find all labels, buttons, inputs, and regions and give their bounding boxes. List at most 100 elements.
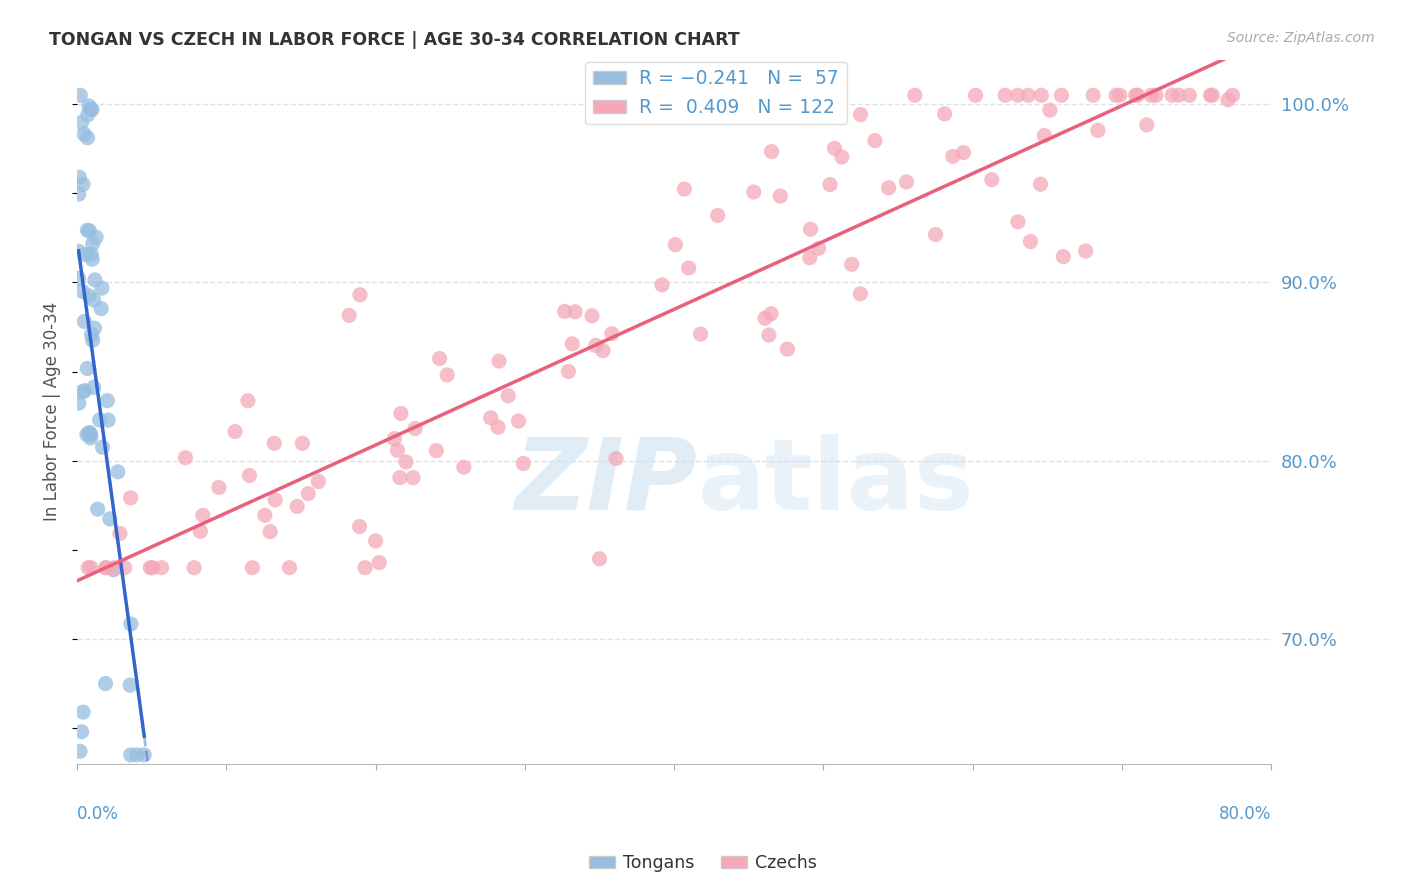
Point bbox=[429, 351, 451, 366]
Point bbox=[83, 293, 105, 307]
Point bbox=[678, 260, 700, 275]
Text: atlas: atlas bbox=[697, 434, 974, 531]
Point bbox=[742, 185, 765, 199]
Text: Source: ZipAtlas.com: Source: ZipAtlas.com bbox=[1227, 31, 1375, 45]
Point bbox=[285, 500, 308, 514]
Point bbox=[673, 182, 696, 196]
Point bbox=[76, 361, 98, 376]
Point bbox=[79, 103, 101, 117]
Point bbox=[188, 524, 211, 539]
Text: 0.0%: 0.0% bbox=[77, 805, 120, 823]
Point bbox=[80, 427, 103, 442]
Point bbox=[581, 309, 603, 323]
Point bbox=[1167, 88, 1189, 103]
Point bbox=[1033, 128, 1056, 143]
Point bbox=[183, 560, 205, 574]
Point bbox=[90, 281, 112, 295]
Point bbox=[605, 451, 627, 466]
Point bbox=[120, 491, 142, 505]
Point bbox=[83, 273, 105, 287]
Point bbox=[904, 88, 927, 103]
Point bbox=[91, 440, 114, 454]
Point bbox=[1074, 244, 1097, 258]
Point bbox=[120, 747, 142, 762]
Point bbox=[799, 251, 821, 265]
Point bbox=[1050, 88, 1073, 103]
Point bbox=[103, 563, 125, 577]
Legend: Tongans, Czechs: Tongans, Czechs bbox=[582, 847, 824, 879]
Point bbox=[824, 141, 846, 155]
Point bbox=[561, 336, 583, 351]
Point bbox=[76, 427, 98, 442]
Point bbox=[1201, 88, 1223, 103]
Point bbox=[73, 314, 96, 328]
Point bbox=[841, 257, 863, 271]
Point bbox=[799, 222, 821, 236]
Point bbox=[980, 172, 1002, 186]
Point bbox=[69, 744, 91, 758]
Point bbox=[994, 88, 1017, 103]
Point bbox=[952, 145, 974, 160]
Point bbox=[70, 285, 93, 299]
Text: TONGAN VS CZECH IN LABOR FORCE | AGE 30-34 CORRELATION CHART: TONGAN VS CZECH IN LABOR FORCE | AGE 30-… bbox=[49, 31, 740, 49]
Point bbox=[76, 108, 98, 122]
Point bbox=[588, 551, 610, 566]
Point bbox=[82, 252, 104, 267]
Point bbox=[67, 187, 90, 202]
Point bbox=[67, 271, 90, 285]
Point bbox=[1216, 93, 1239, 107]
Point bbox=[224, 425, 246, 439]
Text: ZIP: ZIP bbox=[515, 434, 697, 531]
Point bbox=[84, 230, 107, 244]
Point bbox=[80, 103, 103, 117]
Point bbox=[818, 178, 841, 192]
Point bbox=[236, 393, 259, 408]
Point bbox=[1136, 118, 1159, 132]
Point bbox=[120, 678, 142, 692]
Point bbox=[1029, 177, 1052, 191]
Point bbox=[759, 307, 782, 321]
Point bbox=[389, 407, 412, 421]
Point bbox=[67, 244, 90, 259]
Point bbox=[69, 88, 91, 103]
Point bbox=[278, 560, 301, 574]
Point bbox=[651, 277, 673, 292]
Point bbox=[77, 426, 100, 441]
Point bbox=[80, 560, 103, 574]
Text: 80.0%: 80.0% bbox=[1219, 805, 1271, 823]
Point bbox=[1017, 88, 1039, 103]
Point bbox=[508, 414, 530, 428]
Point bbox=[80, 327, 103, 342]
Point bbox=[77, 99, 100, 113]
Point bbox=[1222, 88, 1244, 103]
Point bbox=[1039, 103, 1062, 118]
Point bbox=[776, 342, 799, 356]
Point bbox=[259, 524, 281, 539]
Point bbox=[83, 321, 105, 335]
Point bbox=[83, 380, 105, 394]
Point bbox=[453, 460, 475, 475]
Point bbox=[512, 457, 534, 471]
Point bbox=[253, 508, 276, 523]
Point bbox=[436, 368, 458, 382]
Point bbox=[174, 450, 197, 465]
Point bbox=[1081, 88, 1104, 103]
Point bbox=[1052, 250, 1074, 264]
Point bbox=[150, 560, 173, 574]
Point bbox=[120, 617, 142, 632]
Point bbox=[402, 471, 425, 485]
Point bbox=[1199, 88, 1222, 103]
Point bbox=[1126, 88, 1149, 103]
Point bbox=[96, 560, 118, 574]
Point bbox=[404, 421, 426, 435]
Point bbox=[263, 436, 285, 450]
Point bbox=[1087, 123, 1109, 137]
Point bbox=[97, 413, 120, 427]
Point bbox=[67, 396, 90, 410]
Point bbox=[1007, 215, 1029, 229]
Point bbox=[761, 145, 783, 159]
Point bbox=[76, 223, 98, 237]
Point bbox=[82, 333, 104, 347]
Point bbox=[388, 470, 411, 484]
Point bbox=[1108, 88, 1130, 103]
